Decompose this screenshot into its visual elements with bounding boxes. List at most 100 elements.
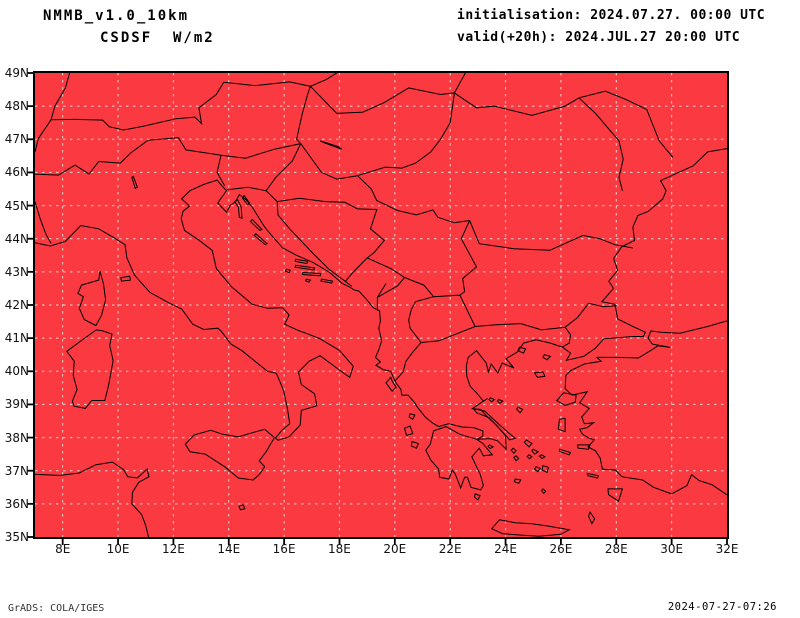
island-outline	[234, 198, 243, 219]
island-outline	[385, 376, 397, 392]
model-name: NMMB_v1.0_10km	[43, 8, 190, 24]
lat-label: 38N	[4, 430, 29, 445]
country-border	[408, 309, 422, 343]
island-outline	[526, 454, 533, 460]
grads-credit: GrADS: COLA/IGES	[8, 603, 105, 614]
island-outline	[425, 426, 494, 491]
island-outline	[320, 278, 334, 284]
island-outline	[238, 504, 246, 511]
island-outline	[513, 478, 522, 484]
lon-label: 24E	[494, 542, 517, 556]
island-outline	[586, 472, 599, 479]
country-border	[469, 220, 633, 251]
valid-time-line: valid(+20h): 2024.JUL.27 20:00 UTC	[457, 30, 741, 45]
country-border	[454, 92, 580, 116]
island-outline	[253, 233, 268, 246]
country-border	[459, 220, 478, 296]
island-outline	[607, 488, 624, 502]
island-outline	[538, 454, 546, 460]
country-border	[578, 97, 624, 191]
country-border	[401, 92, 455, 169]
country-border	[394, 342, 422, 382]
country-border	[404, 277, 434, 298]
island-outline	[66, 329, 114, 409]
variable-units: CSDSF W/m2	[100, 30, 215, 46]
axis-ticks	[27, 72, 728, 545]
country-border	[265, 190, 278, 202]
lon-label: 14E	[217, 542, 241, 556]
lon-label: 26E	[549, 542, 573, 556]
country-border	[421, 326, 476, 343]
lon-label: 16E	[272, 542, 296, 556]
island-outline	[294, 258, 309, 265]
lat-label: 41N	[4, 331, 29, 346]
island-outline	[490, 519, 571, 537]
island-outline	[488, 397, 496, 403]
lat-label: 47N	[4, 132, 29, 147]
island-outline	[557, 417, 566, 433]
island-outline	[408, 413, 416, 421]
island-outline	[533, 371, 546, 378]
island-outline	[77, 271, 107, 327]
country-border	[35, 119, 52, 153]
island-outline	[531, 448, 540, 455]
island-outline	[556, 392, 577, 406]
lat-label: 42N	[4, 298, 29, 312]
country-border	[227, 143, 302, 192]
lon-label: 18E	[328, 542, 351, 556]
field-fill	[35, 73, 727, 537]
country-border	[35, 201, 52, 244]
lon-label: 20E	[383, 542, 407, 556]
country-border	[310, 73, 466, 114]
lat-label: 46N	[4, 165, 29, 180]
lon-label: 8E	[55, 542, 71, 556]
country-border	[296, 86, 311, 144]
country-border	[475, 323, 566, 331]
country-border	[459, 294, 476, 327]
island-outline	[294, 264, 316, 271]
country-border	[366, 257, 405, 278]
island-outline	[533, 466, 541, 473]
lat-label: 45N	[4, 198, 29, 213]
island-outline	[284, 268, 291, 274]
lat-label: 39N	[4, 397, 29, 412]
island-outline	[319, 140, 342, 150]
country-border	[578, 90, 674, 158]
geography	[35, 73, 727, 537]
coastline	[35, 148, 727, 451]
island-outline	[410, 440, 420, 449]
island-outline	[517, 346, 527, 354]
island-outline	[131, 175, 139, 189]
country-border	[357, 166, 402, 177]
country-border	[51, 73, 337, 131]
island-outline	[305, 278, 312, 283]
island-outline	[510, 447, 517, 454]
lat-label: 37N	[4, 463, 29, 478]
island-outline	[523, 439, 533, 448]
island-outline	[184, 428, 276, 481]
island-outline	[542, 354, 552, 361]
country-border	[277, 197, 358, 210]
island-outline	[513, 455, 520, 462]
island-outline	[515, 406, 524, 414]
country-border	[397, 209, 470, 224]
island-outline	[120, 275, 132, 282]
lat-label: 48N	[4, 99, 29, 114]
country-border	[410, 294, 460, 310]
lat-label: 36N	[4, 496, 29, 511]
island-outline	[403, 425, 414, 436]
lat-label: 43N	[4, 264, 29, 279]
island-outline	[559, 448, 572, 456]
island-outline	[472, 407, 517, 441]
render-timestamp: 2024-07-27-07:26	[667, 601, 777, 613]
lat-label: 49N	[4, 66, 29, 80]
country-border	[216, 155, 226, 186]
island-outline	[487, 444, 495, 450]
lon-label: 10E	[106, 542, 130, 556]
lon-label: 28E	[604, 542, 628, 556]
coastline	[35, 461, 150, 537]
island-outline	[576, 444, 591, 450]
country-border	[357, 175, 398, 211]
